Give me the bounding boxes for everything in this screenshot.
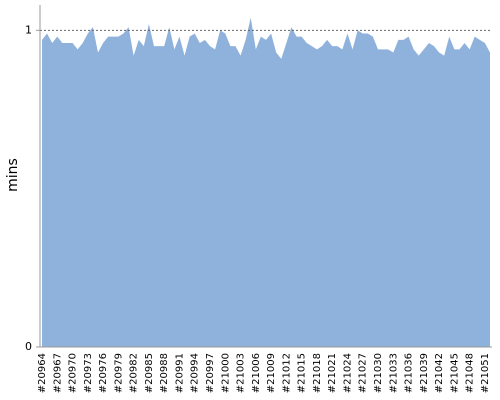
- x-tick-label: #21048: [465, 353, 476, 393]
- x-tick-label: #21036: [404, 353, 415, 393]
- y-axis-label: mins: [5, 158, 21, 192]
- x-tick-label: #20976: [98, 353, 109, 393]
- x-tick-label: #21018: [312, 353, 323, 393]
- x-tick-label: #21024: [342, 353, 353, 393]
- x-tick-label: #21045: [449, 353, 460, 393]
- x-tick-label: #20982: [129, 353, 140, 393]
- x-tick-label: #21015: [297, 353, 308, 393]
- x-tick-label: #20979: [113, 353, 124, 393]
- y-tick-label: 1: [25, 23, 32, 36]
- y-tick-label: 0: [25, 340, 32, 353]
- x-tick-label: #21027: [358, 353, 369, 393]
- x-tick-label: #20970: [68, 353, 79, 393]
- x-tick-label: #20988: [159, 353, 170, 393]
- x-tick-label: #21009: [266, 353, 277, 393]
- x-tick-label: #20985: [144, 353, 155, 393]
- x-tick-label: #21033: [388, 353, 399, 393]
- x-tick-label: #20994: [190, 353, 201, 393]
- x-tick-label: #21021: [327, 353, 338, 393]
- x-tick-label: #21003: [236, 353, 247, 393]
- area: [42, 17, 490, 348]
- x-tick-label: #21051: [480, 353, 491, 393]
- x-tick-label: #21030: [373, 353, 384, 393]
- x-tick-label: #21042: [434, 353, 445, 393]
- x-tick-label: #20973: [83, 353, 94, 393]
- x-tick-label: #20997: [205, 353, 216, 393]
- x-tick-label: #20991: [174, 353, 185, 393]
- x-tick-label: #21012: [281, 353, 292, 393]
- x-tick-label: #21006: [251, 353, 262, 393]
- x-tick-label: #20964: [37, 353, 48, 393]
- x-tick-label: #21039: [419, 353, 430, 393]
- x-tick-label: #21000: [220, 353, 231, 393]
- x-tick-label: #20967: [52, 353, 63, 393]
